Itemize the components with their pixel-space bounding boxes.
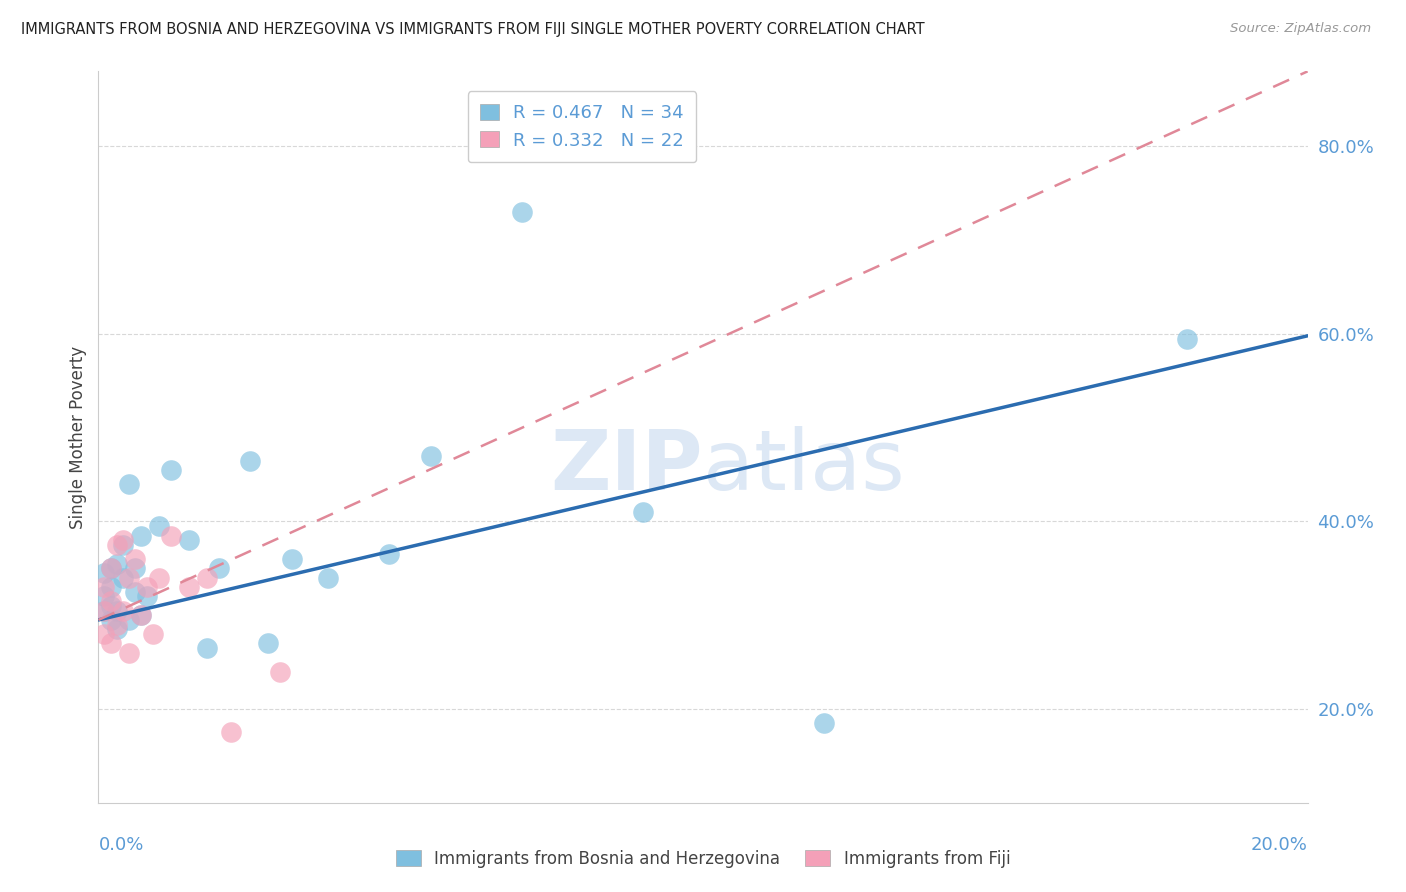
Point [510, 205, 533, 219]
Point [118, 477, 141, 491]
Point [239, 453, 262, 467]
Point [93, 603, 115, 617]
Point [281, 552, 304, 566]
Point [93, 603, 115, 617]
Point [135, 580, 157, 594]
Point [179, 533, 201, 548]
Point [256, 636, 278, 650]
Point [100, 580, 122, 594]
Point [111, 571, 134, 585]
Point [160, 528, 183, 542]
Point [111, 603, 134, 617]
Point [631, 505, 654, 519]
Point [160, 463, 183, 477]
Point [105, 557, 128, 571]
Point [93, 590, 115, 604]
Text: 20.0%: 20.0% [1251, 836, 1308, 854]
Point [129, 608, 152, 623]
Point [105, 617, 128, 632]
Point [118, 646, 141, 660]
Point [129, 608, 152, 623]
Point [221, 725, 243, 739]
Text: 0.0%: 0.0% [98, 836, 143, 854]
Point [148, 519, 170, 533]
Point [118, 571, 141, 585]
Text: Source: ZipAtlas.com: Source: ZipAtlas.com [1230, 22, 1371, 36]
Point [179, 580, 201, 594]
Point [100, 613, 122, 627]
Point [208, 561, 231, 575]
Point [195, 641, 218, 656]
Point [129, 528, 152, 542]
Point [316, 571, 339, 585]
Point [813, 716, 835, 731]
Point [100, 594, 122, 608]
Legend: Immigrants from Bosnia and Herzegovina, Immigrants from Fiji: Immigrants from Bosnia and Herzegovina, … [389, 844, 1017, 875]
Text: IMMIGRANTS FROM BOSNIA AND HERZEGOVINA VS IMMIGRANTS FROM FIJI SINGLE MOTHER POV: IMMIGRANTS FROM BOSNIA AND HERZEGOVINA V… [21, 22, 925, 37]
Y-axis label: Single Mother Poverty: Single Mother Poverty [69, 345, 87, 529]
Point [93, 580, 115, 594]
Point [195, 571, 218, 585]
Point [111, 538, 134, 552]
Point [124, 584, 146, 599]
Text: atlas: atlas [703, 425, 904, 507]
Point [100, 561, 122, 575]
Point [124, 552, 146, 566]
Point [269, 665, 291, 679]
Point [420, 449, 443, 463]
Point [100, 599, 122, 613]
Point [100, 636, 122, 650]
Point [135, 590, 157, 604]
Point [124, 561, 146, 575]
Point [377, 547, 399, 561]
Point [105, 603, 128, 617]
Point [1175, 332, 1198, 346]
Point [93, 627, 115, 641]
Point [118, 613, 141, 627]
Legend: R = 0.467   N = 34, R = 0.332   N = 22: R = 0.467 N = 34, R = 0.332 N = 22 [468, 91, 696, 162]
Point [148, 571, 170, 585]
Text: ZIP: ZIP [551, 425, 703, 507]
Point [142, 627, 165, 641]
Point [111, 533, 134, 548]
Point [105, 623, 128, 637]
Point [105, 538, 128, 552]
Point [100, 561, 122, 575]
Point [93, 566, 115, 580]
